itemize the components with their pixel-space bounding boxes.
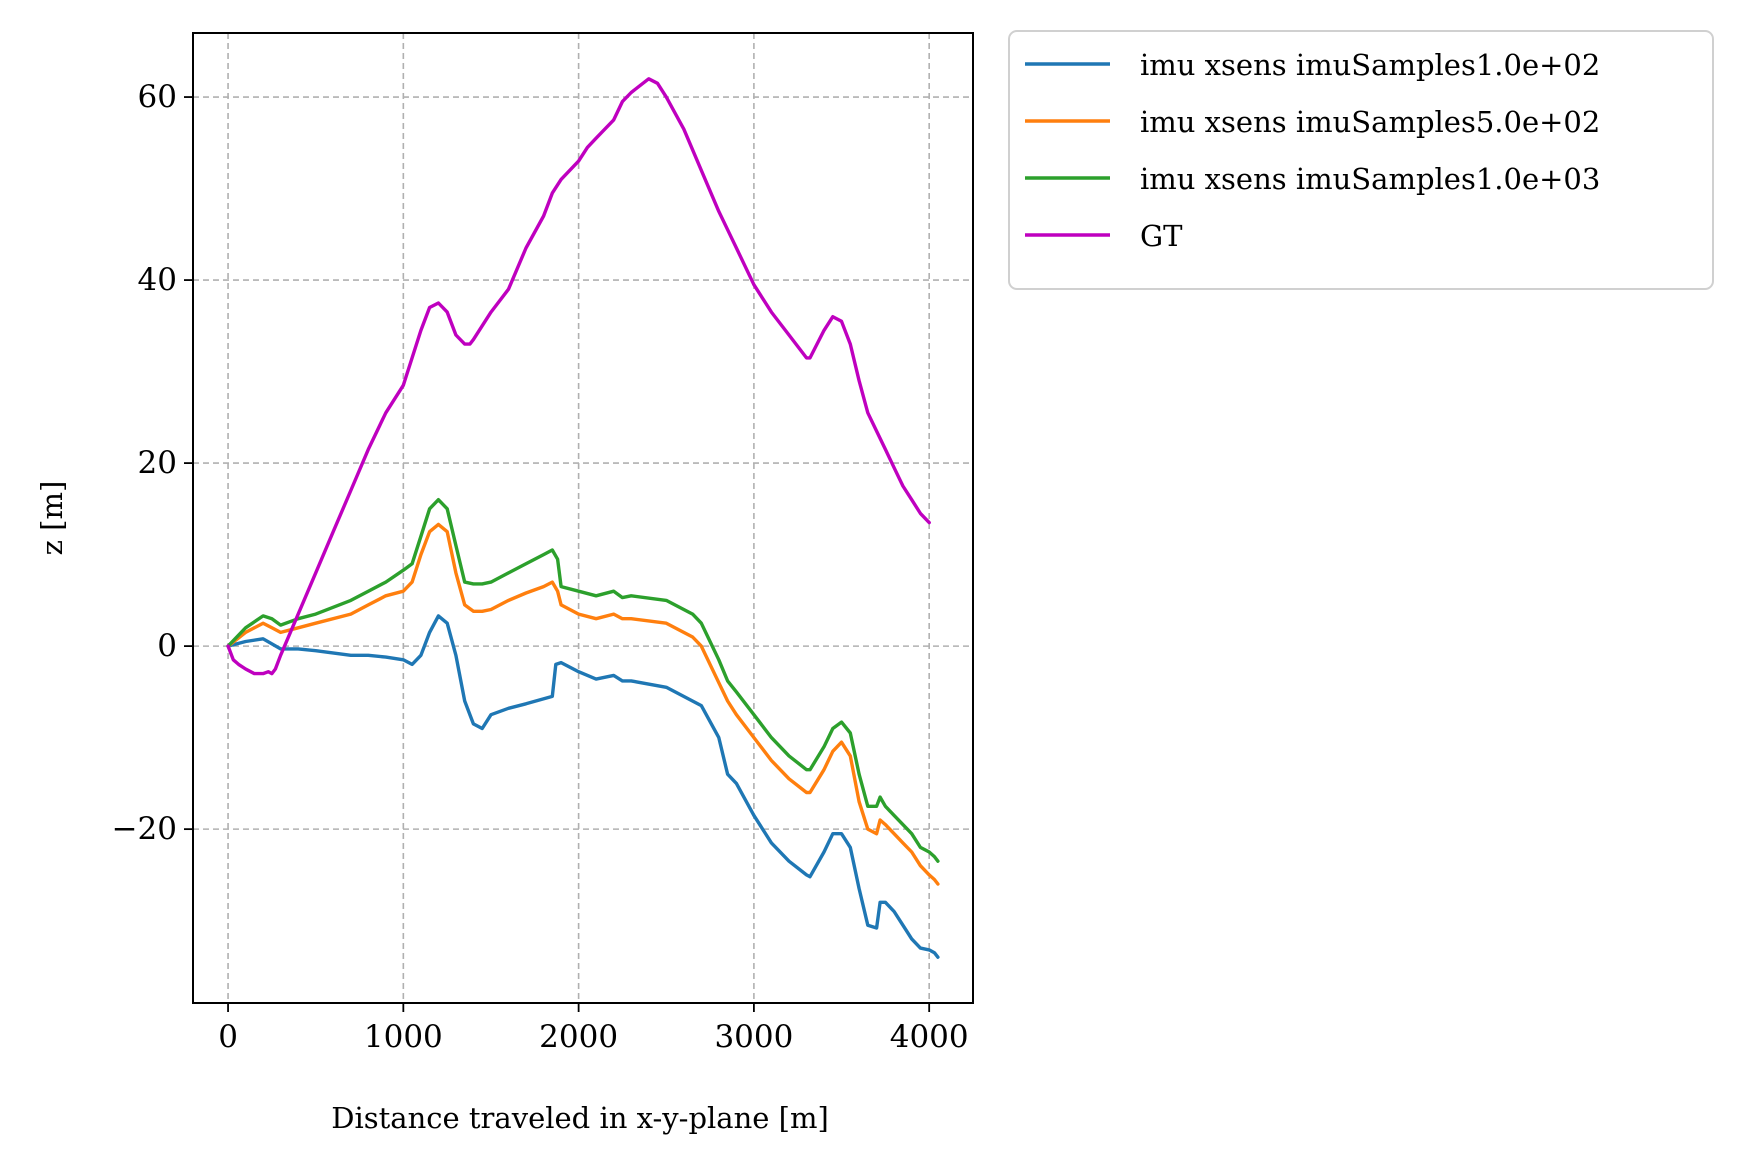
series-line-1	[226, 522, 940, 886]
legend-label-0: imu xsens imuSamples1.0e+02	[1140, 48, 1600, 82]
y-tick-label: −20	[112, 811, 177, 847]
y-axis-label: z [m]	[35, 481, 69, 556]
x-tick-label: 2000	[539, 1019, 618, 1055]
series-line-2	[226, 498, 940, 863]
x-axis-ticks: 0 1000 2000 3000 4000	[218, 1003, 969, 1055]
legend-label-2: imu xsens imuSamples1.0e+03	[1140, 162, 1600, 196]
legend-label-1: imu xsens imuSamples5.0e+02	[1140, 105, 1600, 139]
plot-lines	[226, 77, 940, 959]
legend: imu xsens imuSamples1.0e+02 imu xsens imu…	[1008, 30, 1714, 290]
y-tick-label: 60	[138, 79, 177, 115]
series-line-3	[226, 77, 931, 676]
x-tick-label: 4000	[890, 1019, 969, 1055]
y-tick-label: 0	[157, 628, 177, 664]
y-tick-label: 20	[138, 445, 177, 481]
x-tick-label: 3000	[714, 1019, 793, 1055]
x-tick-label: 0	[218, 1019, 238, 1055]
legend-label-3: GT	[1140, 219, 1183, 253]
y-axis-ticks: −20 0 20 40 60	[112, 79, 193, 847]
legend-items: imu xsens imuSamples1.0e+02 imu xsens imu…	[1025, 48, 1600, 253]
x-axis-label: Distance traveled in x-y-plane [m]	[331, 1101, 829, 1135]
y-tick-label: 40	[138, 262, 177, 298]
legend-box	[1008, 30, 1714, 290]
grid	[193, 33, 973, 1003]
plot-frame	[192, 32, 974, 1004]
x-tick-label: 1000	[364, 1019, 443, 1055]
series-line-0	[226, 614, 940, 959]
